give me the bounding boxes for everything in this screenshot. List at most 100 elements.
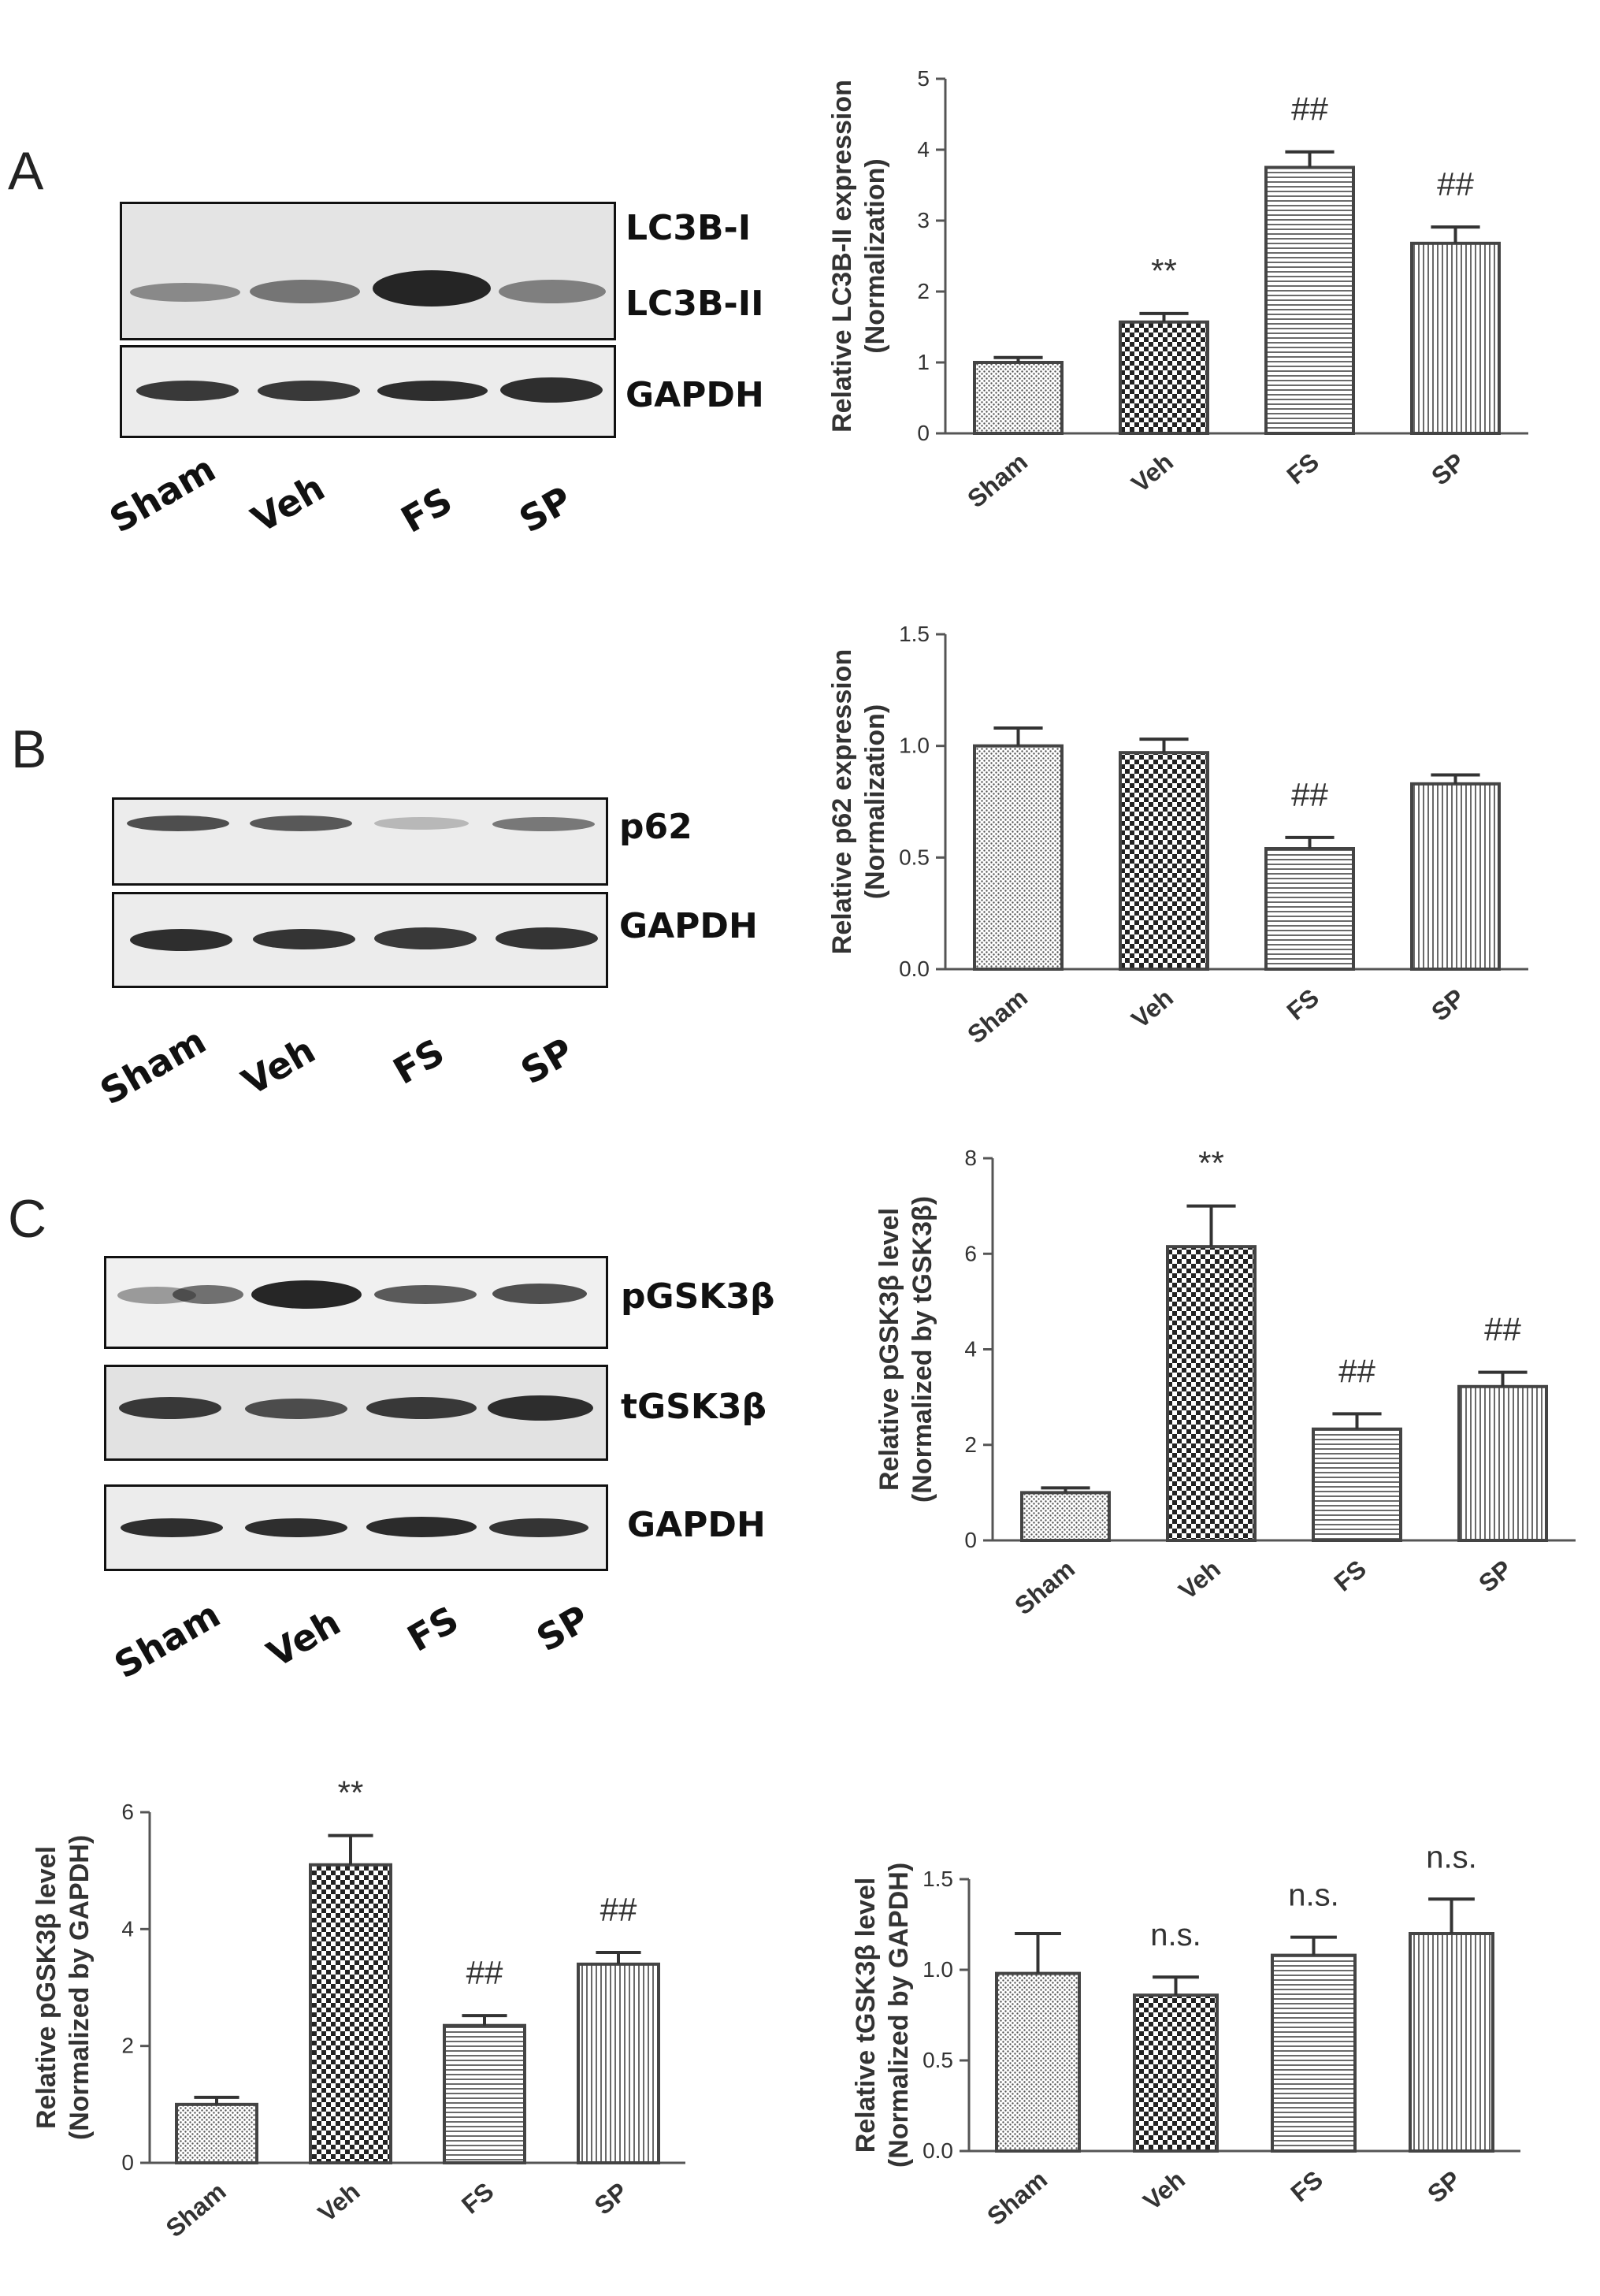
y-axis-label: Relative pGSK3β level (Normalized by GAPD… [32,1835,95,2140]
significance-label: ** [1151,252,1177,289]
lane-label-a-fs: FS [394,478,459,541]
lane-label-a-veh: Veh [244,466,332,541]
band-gapdh-c-veh [245,1518,347,1537]
y-axis-label-line: Relative tGSK3β level [851,1878,881,2153]
category-label: FS [1282,983,1324,1026]
blot-gapdh-b [112,892,608,988]
significance-label: n.s. [1288,1878,1338,1913]
band-lc3b-sp [499,280,606,303]
panel-letter-c: C [8,1189,47,1249]
bar [443,2023,526,2165]
band-gapdh-b-sham [130,929,232,951]
y-tick-label: 3 [917,208,930,232]
category-label: FS [1286,2165,1328,2208]
significance-label: n.s. [1426,1840,1476,1874]
category-label: Veh [1126,448,1179,498]
lane-label-c-fs: FS [400,1597,466,1660]
chart-tgsk3b-gapdh: 0.0 0.5 1.0 1.5 Relative tGSK3β level (Normal… [851,1840,1520,2231]
y-axis-label-line: (Normalization) [860,704,890,899]
y-axis-label: Relative p62 expression (Normalization) [827,649,890,954]
band-pgsk3b-fs [374,1285,477,1304]
blot-tgsk3b [104,1365,608,1461]
y-axis-label-line: (Normalization) [860,158,890,353]
y-axis-label-line: (Normalized by GAPDH) [65,1835,95,2140]
blot-gapdh-a [120,345,616,438]
significance-label: ## [1291,776,1328,813]
significance-label: ## [466,1954,503,1991]
lane-label-b-veh: Veh [235,1028,323,1104]
lane-label-c-sp: SP [529,1596,596,1660]
band-gapdh-c-sp [489,1518,588,1537]
y-axis-label-line: Relative pGSK3β level [874,1208,904,1491]
blot-label-gapdh-b: GAPDH [619,906,758,946]
lane-label-a-sp: SP [512,477,579,541]
y-tick-label: 6 [121,1800,134,1824]
y-tick-label: 8 [964,1146,977,1170]
blot-label-p62: p62 [619,807,692,847]
y-tick-label: 1 [917,350,930,374]
category-label: Sham [962,983,1033,1050]
category-label: FS [1329,1555,1372,1597]
bar [973,744,1064,972]
band-tgsk3b-sp [488,1395,593,1421]
band-p62-sp [492,817,595,831]
y-axis-label-line: (Normalized by tGSK3β) [908,1196,937,1503]
band-gapdh-a-fs [377,381,488,401]
category-label: Veh [1138,2165,1190,2216]
significance-label: n.s. [1150,1918,1201,1952]
blot-label-gapdh-c: GAPDH [627,1505,766,1545]
bar [175,2102,258,2165]
band-lc3b-veh [250,280,360,303]
category-label: Sham [161,2177,232,2243]
category-label: FS [1282,448,1324,490]
y-tick-label: 0 [917,421,930,445]
lane-label-b-sham: Sham [93,1019,213,1113]
blot-gapdh-c [104,1484,608,1571]
blot-p62 [112,797,608,886]
y-tick-label: 0 [964,1528,977,1552]
y-tick-label: 2 [121,2034,134,2058]
category-label: SP [1426,983,1470,1027]
chart-pgsk3b-tgsk3b: 0 2 4 6 8 Relative pGSK3β level (Normalized by… [874,1145,1576,1621]
y-tick-label: 5 [917,66,930,91]
band-gapdh-a-sp [500,377,603,403]
lane-label-b-sp: SP [514,1029,581,1093]
band-p62-fs [374,817,469,830]
significance-label: ## [600,1891,637,1928]
category-label: Sham [1009,1555,1080,1621]
bar [577,1962,660,2165]
y-tick-label: 1.5 [899,622,930,646]
significance-label: ** [1198,1145,1224,1182]
category-label: Sham [982,2165,1052,2231]
y-tick-label: 4 [121,1916,134,1941]
blot-label-lc3b-i: LC3B-I [626,208,752,248]
y-tick-label: 0 [121,2150,134,2175]
category-label: FS [456,2177,499,2220]
y-tick-label: 1.0 [899,734,930,758]
significance-label: ## [1291,91,1328,128]
y-axis-label-line: (Normalized by GAPDH) [884,1863,914,2168]
band-gapdh-b-veh [253,929,355,949]
y-tick-label: 0.5 [899,845,930,869]
bar [1119,751,1209,972]
band-p62-veh [250,815,352,831]
blot-label-lc3b-ii: LC3B-II [626,284,764,324]
y-tick-label: 0.5 [923,2048,953,2072]
band-pgsk3b-sham2 [173,1285,243,1304]
bar [1264,847,1355,971]
y-axis-label-line: Relative p62 expression [827,649,857,954]
lane-label-c-veh: Veh [260,1600,348,1676]
lane-label-a-sham: Sham [102,447,223,541]
category-label: Veh [313,2177,366,2227]
blot-label-pgsk3b: pGSK3β [621,1276,775,1317]
y-tick-label: 2 [917,279,930,303]
bar [1410,782,1501,971]
category-label: Veh [1126,983,1179,1034]
y-axis-label: Relative LC3B-II expression (Normalizatio… [827,80,890,433]
category-label: Veh [1173,1555,1226,1605]
bar [1410,241,1501,435]
bar [1409,1932,1494,2153]
y-axis-label-line: Relative pGSK3β level [32,1846,61,2129]
bar [1166,1245,1257,1542]
y-tick-label: 2 [964,1432,977,1457]
